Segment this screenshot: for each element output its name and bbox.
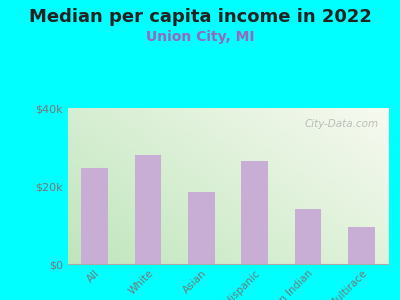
Text: Union City, MI: Union City, MI xyxy=(146,30,254,44)
Bar xyxy=(348,227,375,264)
Bar xyxy=(295,209,321,264)
Bar xyxy=(81,168,108,264)
Bar xyxy=(135,155,161,264)
Bar xyxy=(188,192,215,264)
Text: City-Data.com: City-Data.com xyxy=(304,119,378,129)
Bar xyxy=(241,160,268,264)
Text: Median per capita income in 2022: Median per capita income in 2022 xyxy=(28,8,372,26)
